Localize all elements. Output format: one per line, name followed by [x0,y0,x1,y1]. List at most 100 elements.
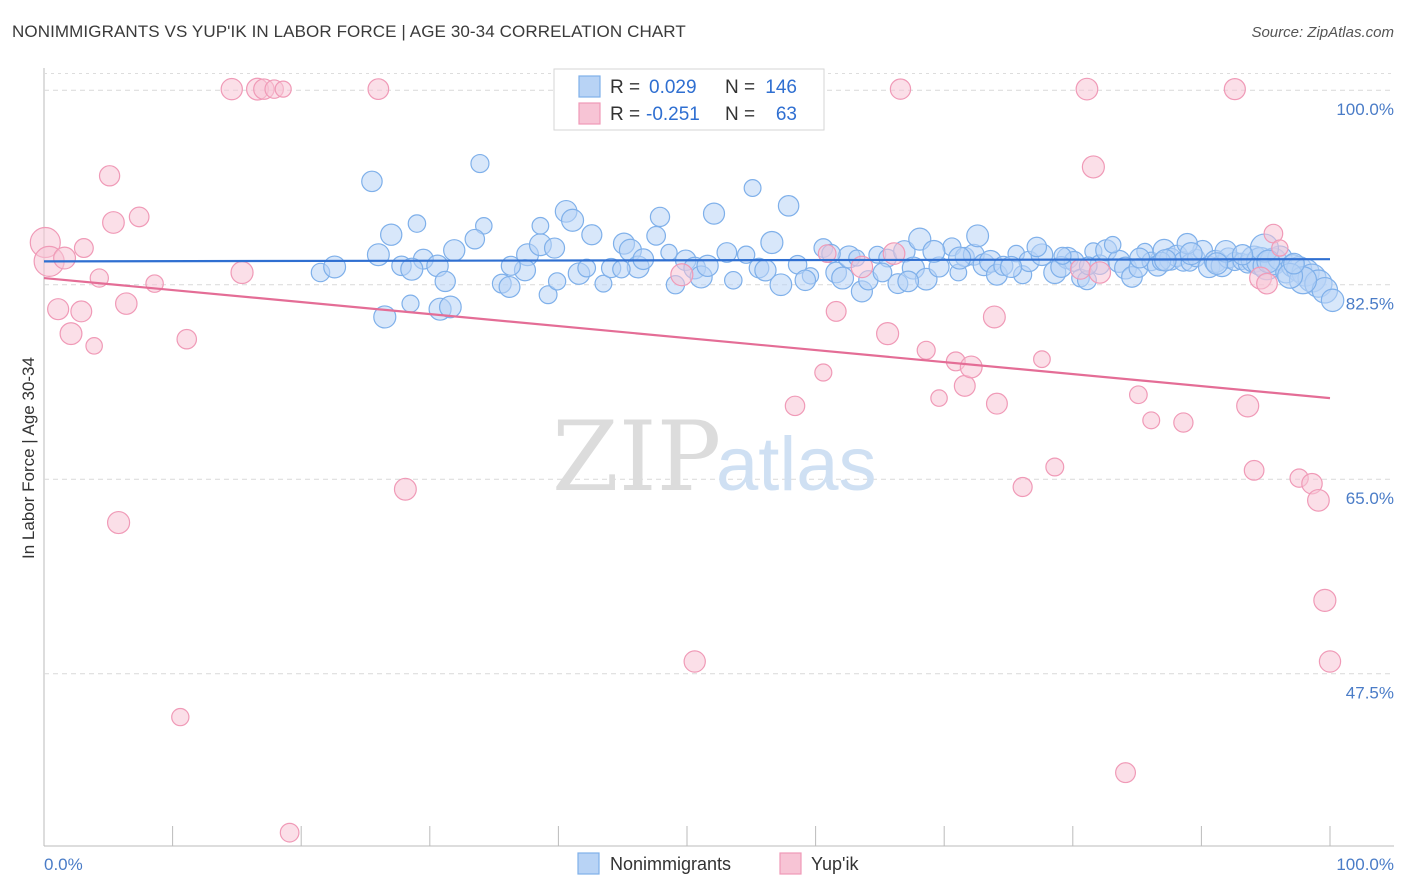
nonimmigrants-point [696,254,719,278]
watermark-zip: ZIP [552,401,721,513]
yupik-point [985,392,1008,415]
nonimmigrants-point [769,273,793,297]
yupik-point [1045,457,1065,477]
stats-n-label-1: N = [725,77,755,98]
yupik-trend-line [43,276,1331,400]
nonimmigrants-point [966,224,990,248]
yupik-point [930,389,948,407]
yupik-point [1307,488,1330,512]
stats-legend-swatch-nonimmigrants [578,75,601,98]
yupik-point [85,337,103,355]
yupik-point [115,292,138,315]
nonimmigrants-point [794,269,817,292]
nonimmigrants-point [443,239,466,262]
nonimmigrants-point [500,255,521,276]
y-tick-label: 47.5% [1346,684,1394,703]
watermark: ZIP atlas [552,401,877,513]
yupik-point [1069,258,1092,280]
yupik-point [959,355,983,379]
stats-r-value-1: 0.029 [649,77,697,98]
nonimmigrants-point [1129,247,1151,269]
yupik-point [670,263,694,287]
x-tick-label-right: 100.0% [1336,855,1394,874]
nonimmigrants-point [400,257,424,281]
nonimmigrants-point [777,195,800,217]
yupik-point [1256,272,1278,295]
bottom-legend-label-nonimmigrants: Nonimmigrants [610,854,731,874]
bottom-legend-swatch-nonimmigrants [577,852,600,875]
yupik-point [825,300,847,322]
nonimmigrants-point [948,246,972,270]
yupik-point [1318,650,1342,673]
yupik-point [1012,476,1033,498]
nonimmigrants-point [872,262,893,283]
stats-r-label-2: R = [610,104,640,125]
nonimmigrants-point [999,255,1023,279]
nonimmigrants-point [538,285,558,305]
nonimmigrants-point [632,248,655,271]
nonimmigrants-point [612,259,631,279]
yupik-point [1033,350,1051,369]
yupik-point [982,305,1006,329]
nonimmigrants-point [1103,235,1122,254]
nonimmigrants-point [366,243,390,267]
nonimmigrants-point [649,206,671,228]
chart-title: NONIMMIGRANTS VS YUP'IK IN LABOR FORCE |… [12,22,686,41]
nonimmigrants-point [560,208,585,232]
nonimmigrants-point [470,153,490,174]
yupik-point [817,244,837,264]
yupik-point [176,328,198,350]
yupik-point [274,80,292,98]
y-tick-labels: 100.0% 82.5% 65.0% 47.5% [1336,100,1394,703]
nonimmigrants-point [543,237,566,259]
stats-n-label-2: N = [725,104,755,125]
plot-frame [43,68,1394,847]
nonimmigrants-point [531,216,550,235]
nonimmigrants-point [594,274,613,293]
nonimmigrants-point [760,230,784,255]
yupik-point [784,395,806,417]
nonimmigrants-point [743,179,762,198]
y-tick-label: 82.5% [1346,295,1394,314]
nonimmigrants-point [1231,244,1254,266]
yupik-point [1128,385,1148,405]
yupik-point [1173,412,1194,433]
nonimmigrants-point [380,223,403,246]
yupik-point [1243,459,1265,481]
bottom-legend-swatch-yupik [779,852,802,875]
nonimmigrants-point [475,217,493,235]
nonimmigrants-point [660,243,678,262]
nonimmigrants-point [1283,252,1305,275]
yupik-point [889,78,912,100]
yupik-point [1088,261,1112,284]
watermark-atlas: atlas [716,422,877,507]
nonimmigrants-point [831,266,855,290]
yupik-point [1081,155,1105,179]
nonimmigrants-point [1320,288,1345,313]
nonimmigrants-point [438,295,462,319]
yupik-point [220,77,243,101]
yupik-point [393,477,417,501]
stats-legend-swatch-yupik [578,102,601,125]
yupik-point [102,211,125,234]
bottom-legend: Nonimmigrants Yup'ik [577,852,859,875]
yupik-point [1142,411,1161,430]
nonimmigrants-point [434,270,456,293]
yupik-point [73,238,94,259]
nonimmigrants-point [897,270,920,293]
yupik-point [47,298,70,321]
nonimmigrants-point [723,270,743,290]
yupik-point [279,822,300,843]
y-tick-label: 65.0% [1346,489,1394,508]
yupik-point [70,300,93,323]
x-ticks [172,826,1331,846]
nonimmigrants-point [407,214,427,233]
yupik-point [59,322,83,346]
yupik-point [1223,78,1246,101]
stats-r-label-1: R = [610,77,640,98]
nonimmigrants-point [401,294,420,313]
nonimmigrants-point [1179,242,1203,266]
nonimmigrants-point [577,258,597,278]
yupik-point [1236,394,1260,418]
